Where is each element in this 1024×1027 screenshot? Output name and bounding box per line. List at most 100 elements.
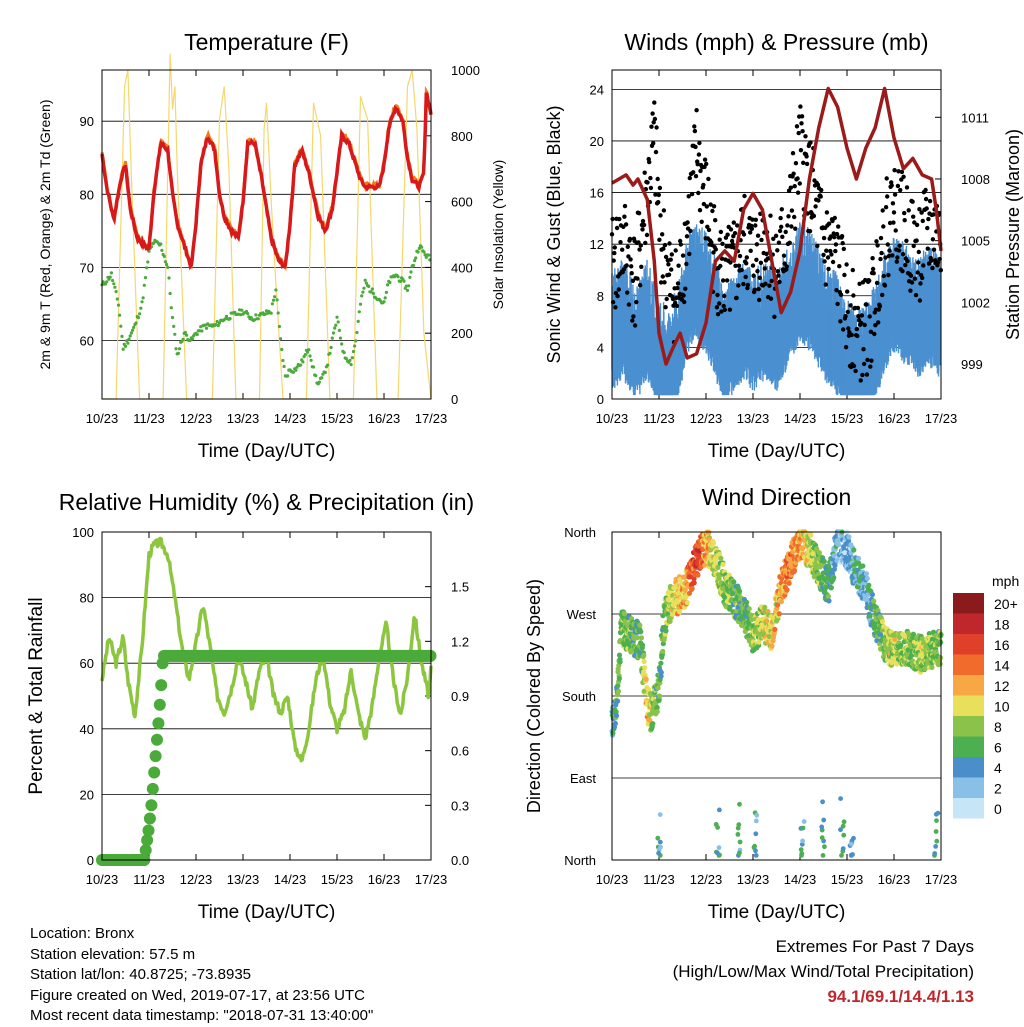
- gust-point: [701, 182, 706, 188]
- gust-point: [676, 263, 681, 268]
- x-tick-label: 16/23: [368, 411, 401, 426]
- dewpoint-point: [228, 317, 232, 321]
- gust-point: [725, 232, 730, 237]
- dewpoint-point: [282, 364, 286, 369]
- dewpoint-point: [145, 266, 149, 270]
- winds-x-axis-label: Time (Day/UTC): [708, 441, 846, 462]
- gust-point: [772, 314, 777, 319]
- direction-point: [811, 574, 817, 580]
- gust-point: [867, 278, 872, 283]
- gust-point: [739, 267, 744, 273]
- dewpoint-point: [142, 283, 146, 287]
- y-tick-label-left: 70: [80, 260, 94, 275]
- direction-point: [819, 824, 825, 830]
- gust-point: [837, 264, 842, 269]
- dewpoint-point: [404, 284, 408, 288]
- dewpoint-point: [128, 334, 132, 338]
- dewpoint-point: [188, 338, 192, 342]
- gust-point: [771, 236, 776, 241]
- gust-point: [823, 282, 828, 287]
- gust-point: [683, 286, 688, 291]
- gust-point: [913, 292, 919, 298]
- gust-point: [908, 288, 913, 293]
- elevation-text: Station elevation: 57.5 m: [30, 945, 196, 963]
- gust-point: [648, 175, 653, 181]
- direction-point: [621, 610, 627, 617]
- legend-label: 8: [994, 719, 1002, 735]
- gust-point: [686, 194, 691, 199]
- gust-point: [667, 241, 672, 246]
- gust-point: [900, 269, 905, 274]
- x-tick-label: 15/23: [321, 411, 354, 426]
- dewpoint-point: [370, 287, 374, 291]
- dewpoint-point: [358, 302, 363, 306]
- direction-point: [841, 819, 847, 825]
- gust-point: [748, 230, 753, 235]
- gust-point: [915, 270, 920, 275]
- gust-point: [902, 210, 907, 216]
- direction-point: [657, 693, 663, 699]
- direction-point: [855, 555, 862, 562]
- direction-point: [836, 542, 842, 548]
- gust-point: [660, 274, 665, 279]
- dewpoint-point: [190, 337, 195, 341]
- plot-frame: [101, 531, 432, 861]
- gust-point: [793, 161, 799, 166]
- gust-point: [826, 266, 831, 272]
- direction-point: [638, 629, 644, 635]
- direction-point: [934, 818, 939, 823]
- x-tick-label: 14/23: [784, 872, 817, 887]
- direction-point: [658, 660, 664, 666]
- gust-point: [833, 242, 839, 247]
- gust-point: [664, 296, 669, 302]
- direction-point: [786, 580, 792, 586]
- legend-label: 0: [994, 801, 1002, 817]
- gust-point: [808, 140, 813, 145]
- direction-point: [864, 575, 870, 582]
- gust-point: [669, 252, 674, 257]
- gust-point: [681, 293, 686, 298]
- direction-point: [929, 664, 935, 671]
- dewpoint-point: [195, 333, 199, 337]
- gust-point: [715, 312, 721, 317]
- gust-point: [687, 175, 692, 181]
- direction-point: [851, 547, 857, 553]
- dewpoint-point: [303, 353, 307, 357]
- direction-point: [727, 604, 733, 610]
- gust-point: [662, 280, 667, 285]
- gust-point: [656, 200, 661, 205]
- direction-point: [839, 853, 844, 858]
- x-tick-label: 17/23: [415, 411, 448, 426]
- gust-point: [828, 234, 833, 239]
- gust-point: [711, 250, 716, 255]
- gust-point: [891, 210, 897, 215]
- dewpoint-point: [299, 363, 303, 367]
- y-tick-label-left: 12: [590, 237, 604, 252]
- gust-point: [930, 237, 936, 242]
- direction-point: [655, 685, 661, 691]
- dewpoint-point: [369, 290, 373, 294]
- gust-point: [798, 104, 803, 109]
- dewpoint-point: [200, 329, 204, 333]
- dewpoint-point: [414, 256, 418, 260]
- direction-point: [898, 642, 904, 649]
- gust-point: [909, 280, 915, 285]
- gust-point: [890, 253, 895, 258]
- gust-point: [846, 326, 851, 331]
- y-tick-label-right: 0.0: [451, 853, 469, 868]
- gust-point: [660, 232, 665, 237]
- gust-point: [826, 221, 832, 226]
- direction-point: [840, 846, 846, 851]
- gust-point: [885, 242, 890, 247]
- direction-point: [892, 636, 898, 642]
- x-tick-label: 10/23: [596, 411, 629, 426]
- dewpoint-point: [146, 260, 150, 264]
- gust-point: [871, 271, 876, 276]
- dewpoint-point: [223, 317, 227, 321]
- gust-point: [881, 273, 886, 279]
- dewpoint-point: [275, 298, 279, 302]
- dewpoint-point: [384, 290, 388, 294]
- gust-point: [617, 216, 622, 222]
- gust-point: [654, 125, 659, 130]
- gust-point: [694, 108, 699, 113]
